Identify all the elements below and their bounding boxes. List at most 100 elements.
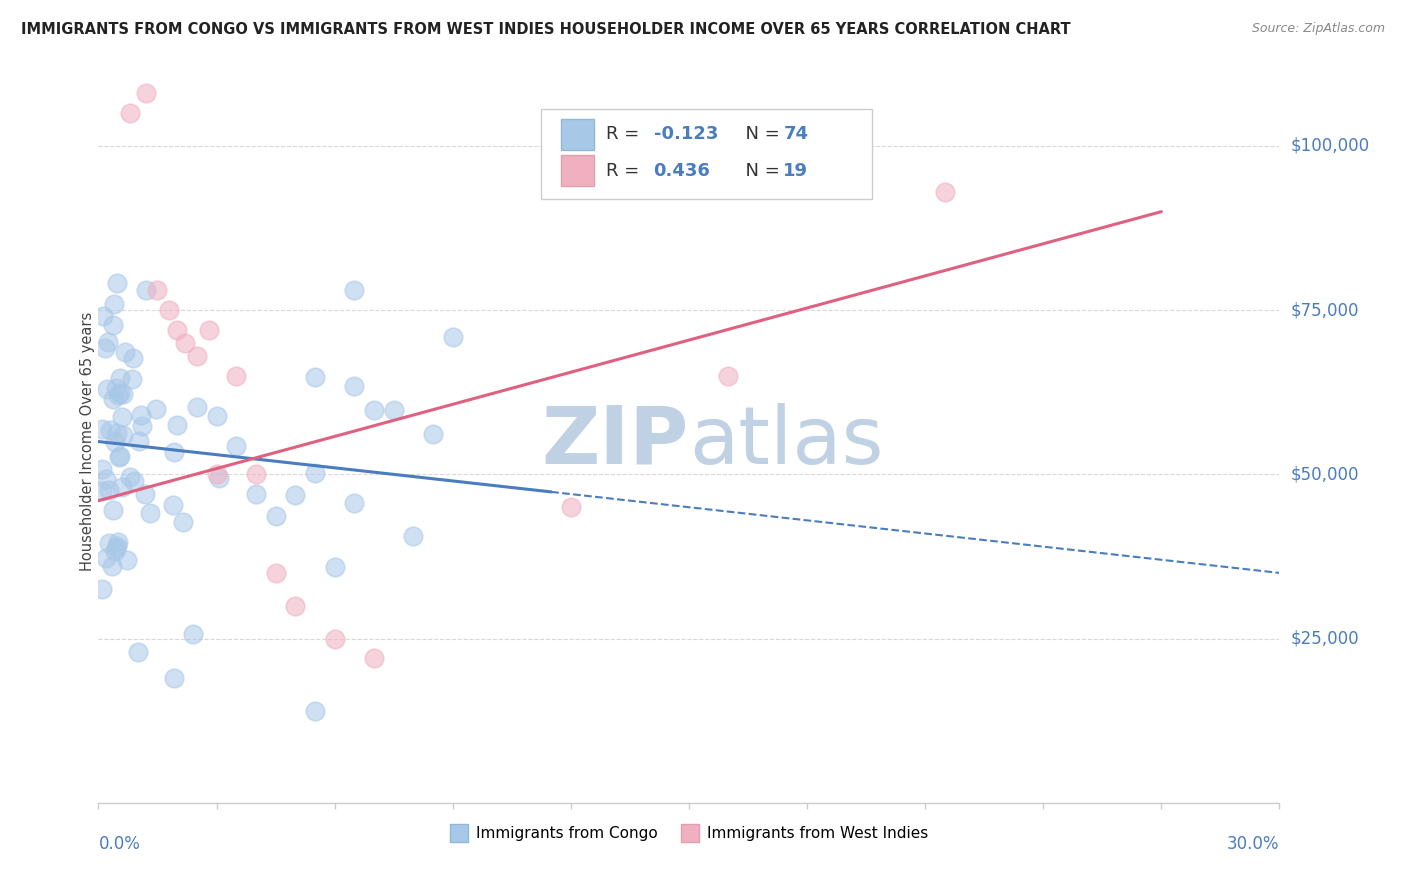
Point xyxy=(284,599,307,613)
Point xyxy=(134,487,156,501)
Text: 19: 19 xyxy=(783,161,808,179)
Point xyxy=(205,467,228,482)
Text: -0.123: -0.123 xyxy=(654,126,718,144)
Point xyxy=(835,126,858,140)
Point xyxy=(197,323,219,337)
Point xyxy=(91,309,114,323)
Point xyxy=(163,671,186,685)
Point xyxy=(101,558,124,573)
Text: N =: N = xyxy=(734,126,786,144)
Point xyxy=(93,342,115,356)
Point xyxy=(121,372,143,386)
Point xyxy=(98,536,121,550)
Point xyxy=(186,401,208,415)
Point xyxy=(103,297,125,311)
Point xyxy=(107,534,129,549)
Text: $100,000: $100,000 xyxy=(1291,137,1369,155)
Point xyxy=(97,335,120,350)
Point xyxy=(104,541,127,555)
Point xyxy=(101,318,124,332)
Text: R =: R = xyxy=(606,126,645,144)
Point xyxy=(207,471,229,485)
Point xyxy=(117,553,139,567)
Point xyxy=(560,500,582,515)
Point xyxy=(284,488,307,502)
Point xyxy=(111,410,134,425)
Point xyxy=(122,475,145,489)
Point xyxy=(343,379,366,393)
Point xyxy=(101,392,124,406)
Text: R =: R = xyxy=(606,161,645,179)
Point xyxy=(114,345,136,359)
Point xyxy=(323,560,346,574)
Point xyxy=(105,539,128,553)
Text: 0.0%: 0.0% xyxy=(98,835,141,854)
Point xyxy=(97,483,120,498)
Point xyxy=(304,369,326,384)
Point xyxy=(91,483,114,498)
Point xyxy=(181,626,204,640)
Text: IMMIGRANTS FROM CONGO VS IMMIGRANTS FROM WEST INDIES HOUSEHOLDER INCOME OVER 65 : IMMIGRANTS FROM CONGO VS IMMIGRANTS FROM… xyxy=(21,22,1071,37)
Point xyxy=(146,284,169,298)
Point xyxy=(225,368,247,383)
Text: atlas: atlas xyxy=(689,402,883,481)
Point xyxy=(186,349,208,363)
FancyBboxPatch shape xyxy=(541,109,872,200)
Point xyxy=(94,472,117,486)
Point xyxy=(105,425,128,440)
Point xyxy=(205,409,228,424)
Point xyxy=(108,450,131,465)
Point xyxy=(104,544,127,558)
Point xyxy=(402,529,425,543)
Point xyxy=(91,462,114,476)
Point xyxy=(174,336,197,351)
Point xyxy=(104,434,127,449)
Point xyxy=(107,277,129,291)
Point xyxy=(422,426,444,441)
Y-axis label: Householder Income Over 65 years: Householder Income Over 65 years xyxy=(80,312,94,571)
Text: N =: N = xyxy=(734,161,786,179)
Text: Source: ZipAtlas.com: Source: ZipAtlas.com xyxy=(1251,22,1385,36)
Point xyxy=(343,284,366,298)
Point xyxy=(264,509,287,524)
Point xyxy=(98,423,121,437)
Point xyxy=(127,645,149,659)
Point xyxy=(717,368,740,383)
Point xyxy=(131,418,153,433)
Point xyxy=(163,445,186,459)
Point xyxy=(91,582,114,596)
Point xyxy=(104,381,127,395)
Point xyxy=(111,480,134,494)
Point xyxy=(135,283,157,297)
Point xyxy=(441,330,464,344)
Text: 74: 74 xyxy=(783,126,808,144)
Point xyxy=(120,470,142,484)
Bar xyxy=(561,120,595,150)
Legend: Immigrants from Congo, Immigrants from West Indies: Immigrants from Congo, Immigrants from W… xyxy=(444,820,934,847)
Point xyxy=(166,417,188,432)
Point xyxy=(145,402,167,417)
Point xyxy=(135,87,157,101)
Point xyxy=(245,467,267,482)
Text: $75,000: $75,000 xyxy=(1291,301,1360,319)
Point xyxy=(110,371,132,385)
Point xyxy=(107,388,129,402)
Point xyxy=(172,515,194,529)
Point xyxy=(94,550,117,565)
Point xyxy=(382,403,405,417)
Point xyxy=(91,421,114,435)
Point xyxy=(110,449,132,463)
Point xyxy=(225,439,247,453)
Point xyxy=(264,566,287,580)
Point xyxy=(304,704,326,718)
Text: 30.0%: 30.0% xyxy=(1227,835,1279,854)
Point xyxy=(108,386,131,401)
Point xyxy=(343,496,366,510)
Point xyxy=(323,632,346,646)
Bar xyxy=(561,155,595,186)
Point xyxy=(96,382,118,396)
Point xyxy=(138,506,160,520)
Point xyxy=(128,434,150,449)
Point xyxy=(245,486,267,500)
Point xyxy=(363,651,385,665)
